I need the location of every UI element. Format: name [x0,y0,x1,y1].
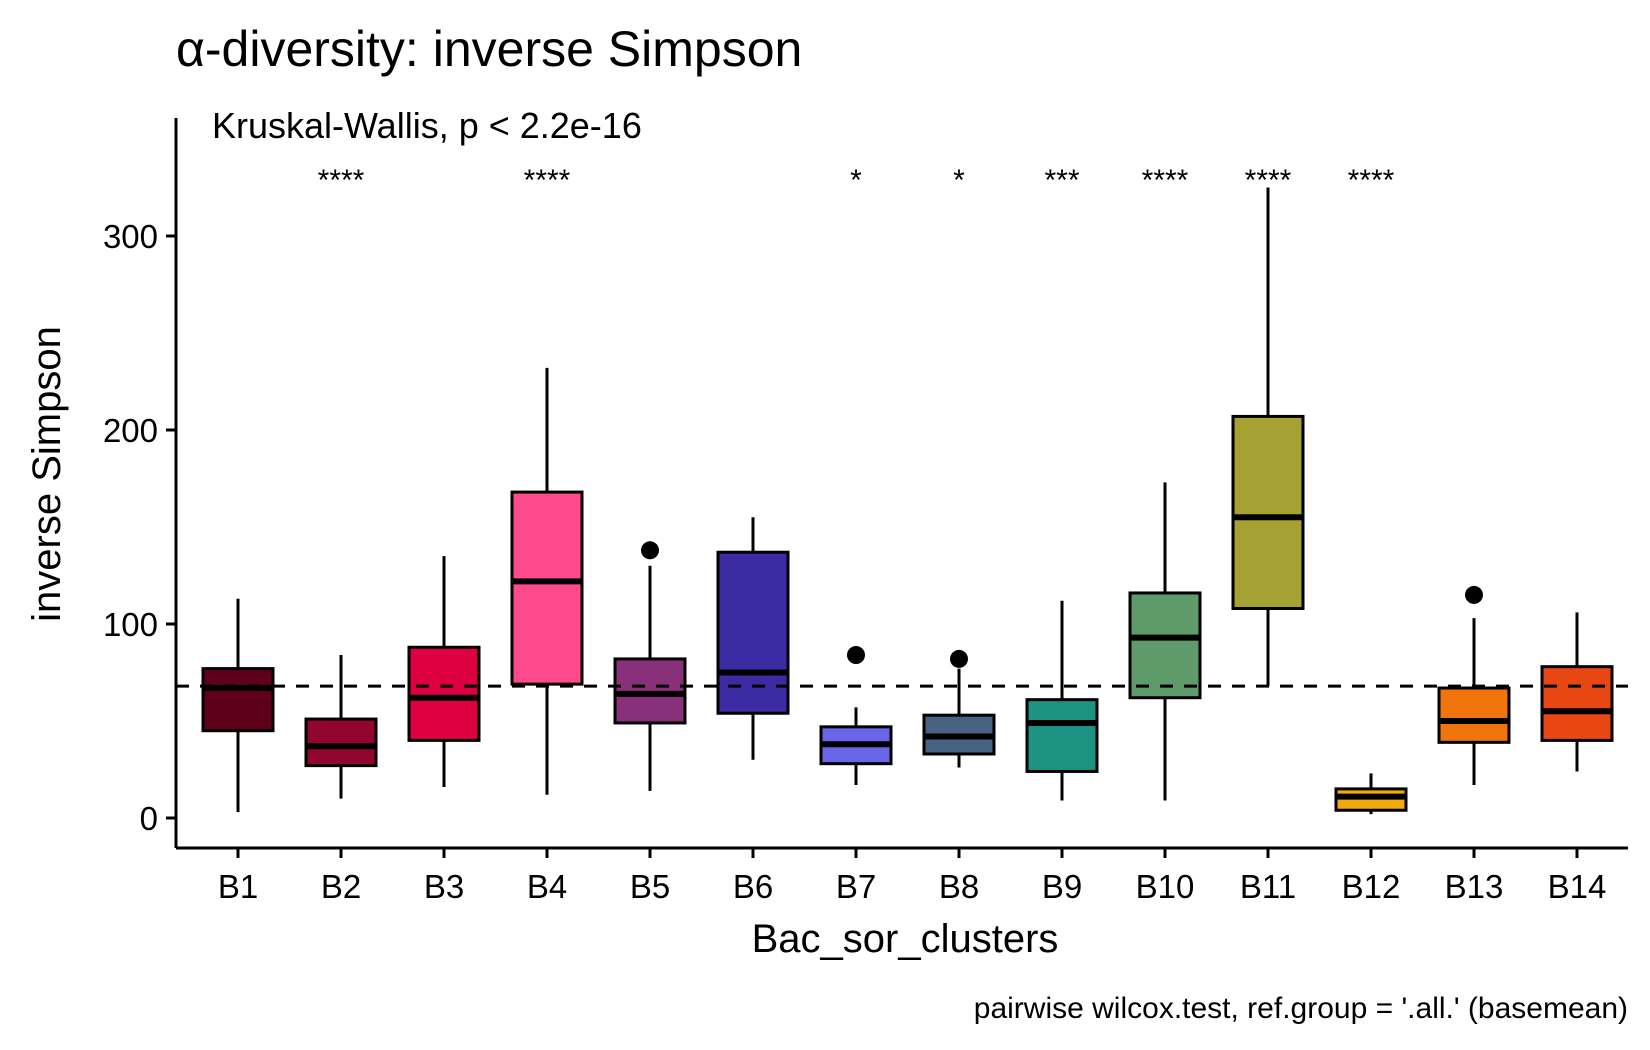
box [201,667,275,733]
significance-label: **** [1245,164,1292,197]
box [304,717,378,768]
y-tick-label: 100 [103,606,158,643]
box [1437,686,1511,744]
box-group-b11 [1231,187,1305,687]
kruskal-wallis-annotation: Kruskal-Wallis, p < 2.2e-16 [212,105,642,146]
box-group-b6 [716,517,790,760]
box [407,645,481,742]
y-tick-label: 300 [103,218,158,255]
x-tick-label: B8 [939,868,979,905]
y-tick-label: 200 [103,412,158,449]
box-group-b5 [613,541,687,791]
box-group-b7 [819,646,893,786]
x-tick-label: B14 [1548,868,1607,905]
box-group-b8 [922,649,996,768]
significance-label: * [953,164,965,197]
box [1231,414,1305,610]
outlier-point [1465,585,1483,604]
chart-caption: pairwise wilcox.test, ref.group = '.all.… [974,992,1628,1025]
x-tick-label: B10 [1136,868,1195,905]
significance-label: **** [524,164,571,197]
x-tick-label: B3 [424,868,464,905]
box-group-b13 [1437,585,1511,786]
x-tick-label: B6 [733,868,773,905]
box-group-b2 [304,655,378,799]
x-tick-label: B12 [1342,868,1401,905]
x-tick-label: B4 [527,868,567,905]
box-group-b14 [1540,612,1614,772]
outlier-point [950,649,968,668]
x-tick-label: B9 [1042,868,1082,905]
box [1128,591,1202,700]
box-group-b12 [1334,773,1408,815]
significance-label: **** [318,164,365,197]
x-tick-label: B1 [218,868,258,905]
box [510,490,584,686]
y-tick-label: 0 [140,800,158,837]
y-axis-title: inverse Simpson [25,326,69,622]
significance-label: **** [1348,164,1395,197]
box-group-b1 [201,598,275,813]
box [716,550,790,715]
box-group-b9 [1025,600,1099,801]
box [1025,698,1099,773]
x-tick-label: B7 [836,868,876,905]
significance-label: **** [1142,164,1189,197]
significance-label: *** [1044,164,1079,197]
box-group-b3 [407,556,481,787]
box-group-b4 [510,367,584,795]
significance-label: * [850,164,862,197]
x-tick-label: B11 [1240,868,1296,905]
x-tick-label: B5 [630,868,670,905]
x-axis-title: Bac_sor_clusters [752,917,1059,961]
x-tick-label: B2 [321,868,361,905]
outlier-point [641,541,659,560]
plot-area [176,187,1628,815]
box [1540,665,1614,742]
x-tick-label: B13 [1445,868,1504,905]
chart-title: α-diversity: inverse Simpson [176,21,802,77]
outlier-point [847,646,865,665]
box-group-b10 [1128,482,1202,801]
